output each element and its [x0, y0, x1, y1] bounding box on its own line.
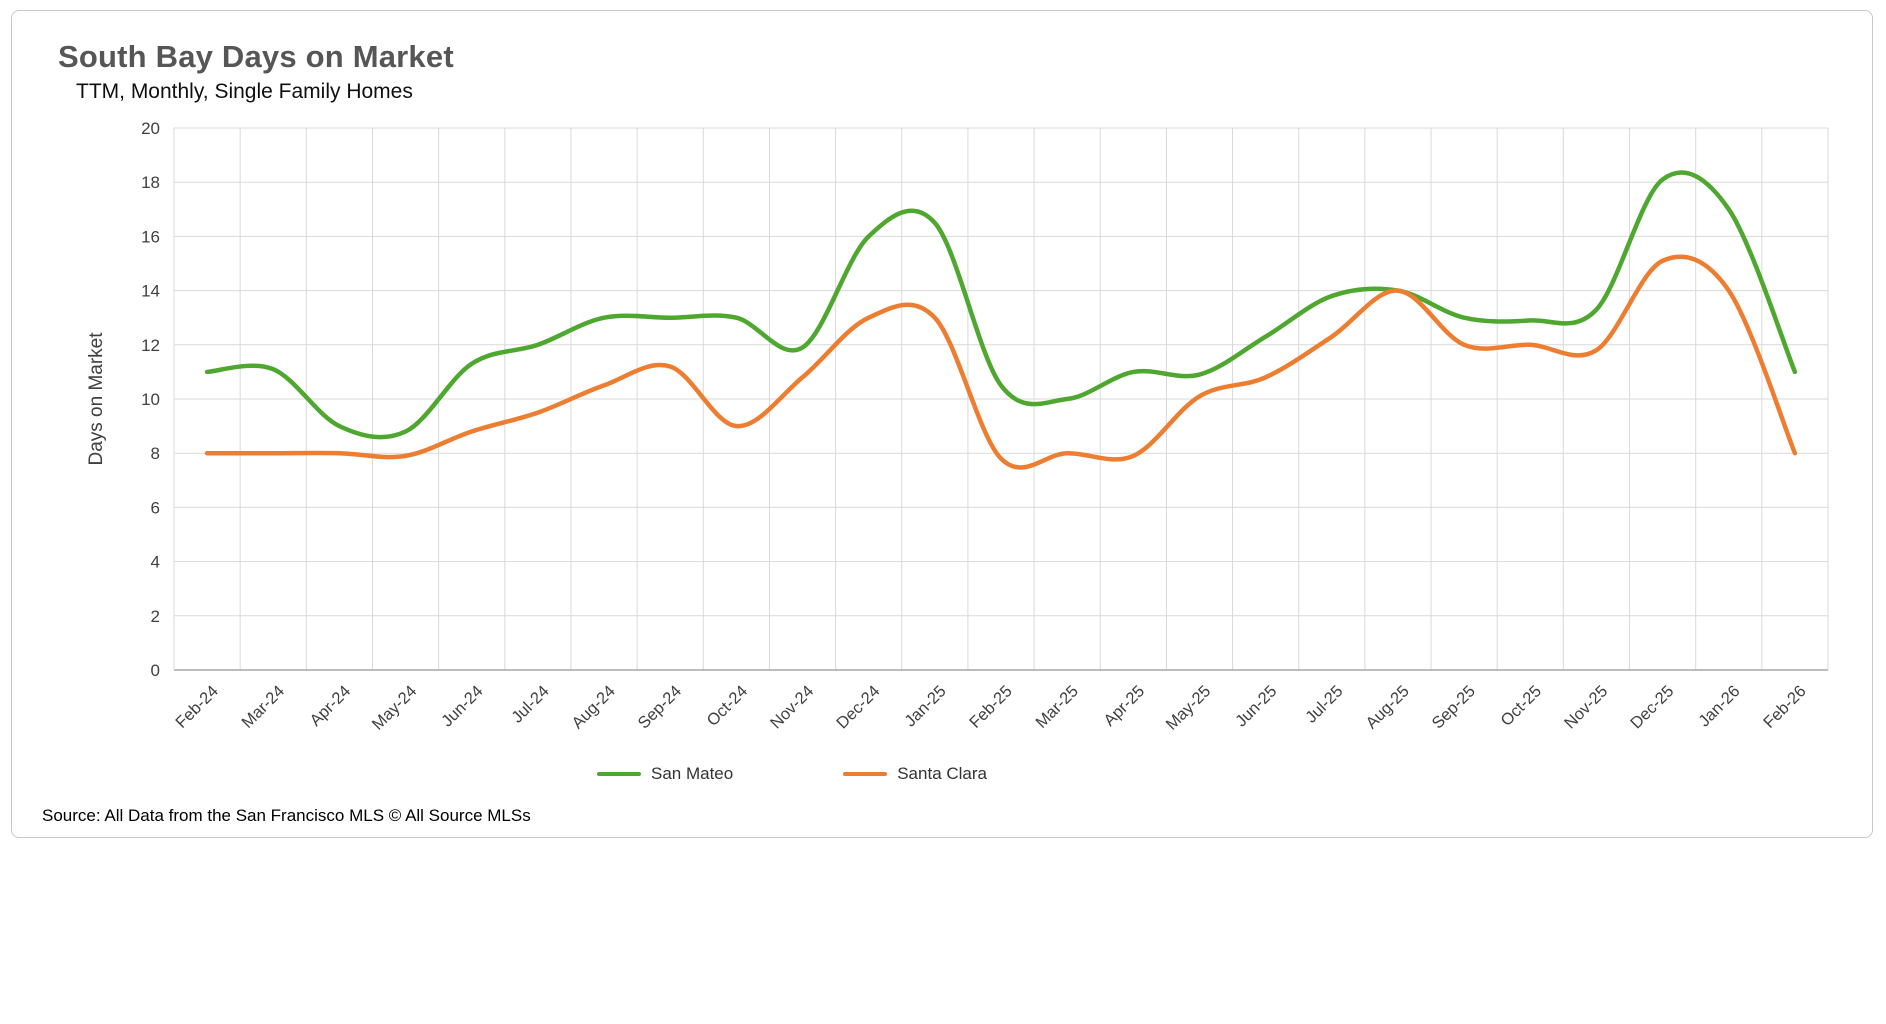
- y-axis-title: Days on Market: [86, 332, 107, 466]
- x-tick-label: Aug-25: [1362, 682, 1412, 732]
- y-tick-label: 0: [151, 661, 160, 680]
- y-tick-label: 20: [141, 119, 160, 138]
- series-line-santa-clara: [204, 254, 1798, 470]
- x-tick-label: Sep-24: [635, 682, 685, 732]
- chart-card: South Bay Days on Market TTM, Monthly, S…: [11, 10, 1873, 838]
- x-tick-label: Sep-25: [1429, 682, 1479, 732]
- x-tick-label: Feb-24: [172, 682, 222, 732]
- x-tick-label: Nov-24: [767, 682, 817, 732]
- y-tick-label: 10: [141, 390, 160, 409]
- x-tick-label: Jul-25: [1302, 682, 1347, 727]
- x-tick-label: Mar-25: [1032, 682, 1082, 732]
- y-tick-label: 16: [141, 227, 160, 246]
- y-tick-label: 4: [151, 553, 160, 572]
- y-tick-label: 12: [141, 336, 160, 355]
- x-tick-label: Apr-25: [1100, 682, 1148, 730]
- x-tick-label: Jul-24: [508, 682, 553, 727]
- source-note: Source: All Data from the San Francisco …: [42, 806, 531, 825]
- x-tick-label: Jan-26: [1695, 682, 1743, 730]
- legend-swatch-santa-clara: [843, 771, 888, 777]
- legend-item-santa-clara: Santa Clara: [843, 764, 987, 784]
- x-tick-label: Oct-25: [1497, 682, 1545, 730]
- y-tick-label: 2: [151, 607, 160, 626]
- x-tick-label: Mar-24: [238, 682, 288, 732]
- x-tick-label: Dec-24: [833, 682, 883, 732]
- series-line-san-mateo: [204, 170, 1798, 440]
- chart-subtitle: TTM, Monthly, Single Family Homes: [76, 80, 413, 103]
- x-tick-label: Apr-24: [306, 682, 354, 730]
- x-tick-label: Oct-24: [703, 682, 751, 730]
- x-tick-label: Nov-25: [1561, 682, 1611, 732]
- legend-swatch-san-mateo: [596, 771, 641, 777]
- x-tick-label: Dec-25: [1627, 682, 1677, 732]
- chart-legend: San Mateo Santa Clara: [12, 764, 1872, 784]
- y-tick-label: 8: [151, 444, 160, 463]
- x-tick-label: May-24: [369, 682, 421, 734]
- legend-label-santa-clara: Santa Clara: [897, 764, 987, 783]
- legend-label-san-mateo: San Mateo: [650, 764, 734, 783]
- x-tick-label: Jan-25: [901, 682, 949, 730]
- x-tick-label: Jun-25: [1232, 682, 1280, 730]
- x-tick-label: Feb-25: [966, 682, 1016, 732]
- chart-area: 0 2 4 6 8 10 12 14 16 18 20 Days on Market Feb-24 Mar…: [16, 114, 1872, 764]
- y-tick-label: 6: [151, 498, 160, 517]
- y-tick-label: 14: [141, 282, 160, 301]
- legend-item-san-mateo: San Mateo: [596, 764, 734, 784]
- chart-svg: 0 2 4 6 8 10 12 14 16 18 20 Days on Market Feb-24 Mar…: [86, 119, 1829, 734]
- x-tick-label: May-25: [1163, 682, 1215, 734]
- x-tick-label: Feb-26: [1760, 682, 1810, 732]
- x-tick-label: Aug-24: [569, 682, 619, 732]
- x-tick-label: Jun-24: [438, 682, 486, 730]
- page-title: South Bay Days on Market: [58, 39, 454, 74]
- y-tick-label: 18: [141, 173, 160, 192]
